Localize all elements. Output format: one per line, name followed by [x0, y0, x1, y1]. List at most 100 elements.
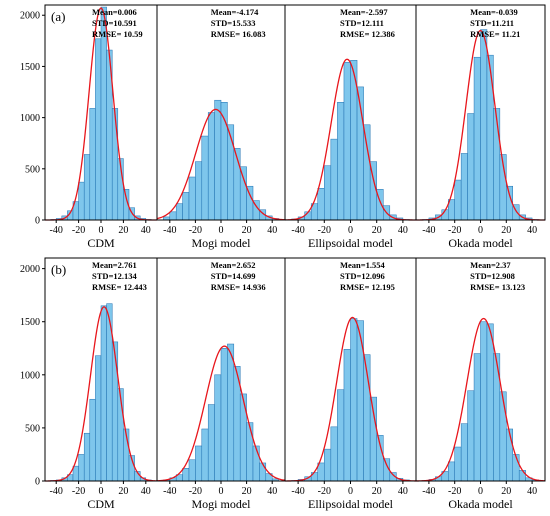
row2-panel1-bar-5 — [72, 465, 79, 482]
row2-ytick-label: 500 — [25, 423, 40, 434]
row1-panel1-bar-7 — [83, 154, 91, 221]
row2-panel1-bar-7 — [83, 432, 91, 482]
row2-panel2-mean-label: Mean=2.652 — [211, 260, 256, 270]
row1-panel4-bar-11 — [486, 54, 494, 221]
row2-panel3-mean-label: Mean=1.554 — [340, 260, 385, 270]
row1-panel2-normal-curve — [156, 108, 286, 221]
row2-panel1-bar-8 — [89, 398, 96, 482]
row1-ytick-label: 500 — [25, 164, 40, 175]
row1-panel4-normal-curve — [416, 29, 545, 221]
row2-panel3-rmse-label: RMSE= 12.195 — [340, 282, 395, 292]
row2-panel4-bar-13 — [499, 391, 507, 482]
row1-panel1-bar-9 — [95, 38, 102, 221]
row1-panel3-xtick-label: 20 — [372, 225, 382, 236]
row1-panel4-bar-12 — [493, 108, 501, 221]
row2-panel2-bar-8 — [207, 404, 215, 482]
row2-panel4-bar-16 — [518, 470, 526, 482]
row1-panel4-xtick-label: 0 — [478, 225, 483, 236]
row1-panel4-bar-9 — [473, 56, 481, 221]
row1-panel3-xtick-label: -20 — [318, 225, 331, 236]
row2-panel2-model-label: Mogi model — [192, 497, 252, 511]
row2-ytick-label: 1000 — [20, 370, 40, 381]
row2-panel1-bar-12 — [111, 341, 119, 482]
row1-panel4-xtick-label: -20 — [448, 225, 461, 236]
row1-panel3-normal-curve — [284, 58, 417, 221]
row2-panel2-bar-6 — [195, 445, 203, 482]
row2-panel4-normal-curve — [415, 317, 546, 482]
row1-panel3-bar-9 — [343, 62, 351, 221]
row1-panel1-xtick-label: 40 — [141, 225, 151, 236]
row1-ytick-label: 1000 — [20, 113, 40, 124]
row2-panel2-bar-10 — [220, 348, 228, 482]
row1-panel3-rmse-label: RMSE= 12.386 — [340, 29, 395, 39]
row2-panel4-bar-6 — [454, 446, 462, 482]
row1-panel4-bar-8 — [467, 113, 475, 221]
row2-panel3-bar-6 — [324, 448, 332, 482]
row2-panel4-bar-14 — [506, 428, 513, 482]
row2-panel1-bar-6 — [78, 454, 85, 482]
row1-panel4-xtick-label: -40 — [422, 225, 435, 236]
row2-panel1-rmse-label: RMSE= 12.443 — [92, 282, 147, 292]
row1-panel2-bar-13 — [239, 166, 247, 221]
row1-panel2-bar-5 — [188, 176, 196, 221]
row2-panel3-xtick-label: 20 — [372, 486, 382, 497]
row1-ytick-label: 0 — [35, 216, 40, 227]
row2-panel1-bar-10 — [100, 305, 107, 482]
row1-panel3-xtick-label: 0 — [348, 225, 353, 236]
row2-panel4-bar-5 — [448, 461, 455, 482]
row2-panel1-xtick-label: -40 — [50, 486, 63, 497]
row1-panel3-bar-6 — [324, 165, 332, 221]
row1-panel1-bar-12 — [111, 108, 119, 221]
row2-panel-label: (b) — [51, 262, 66, 277]
row2-panel4-xtick-label: -20 — [448, 486, 461, 497]
row2-panel3-bar-7 — [330, 426, 338, 482]
row2-panel3-xtick-label: -40 — [291, 486, 304, 497]
row1-panel2-xtick-label: -40 — [163, 225, 176, 236]
row2-panel4-bar-10 — [480, 321, 488, 482]
row2-panel3-bar-9 — [343, 349, 351, 482]
row2-panel2-bar-9 — [214, 374, 222, 482]
row1-panel2-xtick-label: 0 — [219, 225, 224, 236]
row2-panel1-xtick-label: 0 — [99, 486, 104, 497]
row1-panel4-mean-label: Mean=-0.039 — [470, 7, 518, 17]
row2-panel2-bar-11 — [227, 343, 235, 482]
row1-panel3-xtick-label: -40 — [291, 225, 304, 236]
row1-panel1-mean-label: Mean=0.006 — [92, 7, 137, 17]
row2-panel2-bar-15 — [252, 445, 260, 482]
row2-panel4-bar-11 — [486, 323, 494, 482]
row1-panel2-bar-7 — [201, 135, 209, 221]
row2-panel2-bar-14 — [246, 422, 254, 482]
row2-panel2-bar-16 — [259, 462, 267, 482]
row1-panel2-xtick-label: 40 — [267, 225, 277, 236]
row1-ytick-label: 2000 — [20, 11, 40, 22]
row2-panel2-std-label: STD=14.699 — [211, 271, 256, 281]
row2-panel3-xtick-label: -20 — [318, 486, 331, 497]
row1-panel2-bar-3 — [175, 203, 183, 221]
row1-panel1-xtick-label: 0 — [99, 225, 104, 236]
row2-panel3-std-label: STD=12.096 — [340, 271, 385, 281]
row2-panel2-rmse-label: RMSE= 14.936 — [211, 282, 266, 292]
row1-panel2-bar-14 — [246, 185, 254, 221]
row1-panel1-rmse-label: RMSE= 10.59 — [92, 29, 143, 39]
row2-panel3-bar-10 — [350, 318, 358, 482]
row1-panel2-model-label: Mogi model — [192, 236, 252, 250]
row1-panel2-rmse-label: RMSE= 16.083 — [211, 29, 266, 39]
row1-panel1-xtick-label: -40 — [50, 225, 63, 236]
row2-panel2-xtick-label: 0 — [219, 486, 224, 497]
row2-panel1-xtick-label: -20 — [72, 486, 85, 497]
row1-panel2-xtick-label: 20 — [242, 225, 252, 236]
row2-panel1-xtick-label: 40 — [141, 486, 151, 497]
row2-panel4-xtick-label: 20 — [501, 486, 511, 497]
row1-panel4-xtick-label: 40 — [527, 225, 537, 236]
row1-panel4-bar-7 — [460, 153, 468, 221]
row1-panel3-bar-5 — [317, 188, 325, 221]
row1-panel2-mean-label: Mean=-4.174 — [211, 7, 259, 17]
row2-panel2-normal-curve — [156, 345, 286, 482]
row1-panel2-bar-11 — [227, 124, 235, 221]
row1-panel2-bar-9 — [214, 99, 222, 221]
row1-panel4-model-label: Okada model — [448, 236, 513, 250]
row2-panel1-xtick-label: 20 — [118, 486, 128, 497]
row2-panel4-xtick-label: 0 — [478, 486, 483, 497]
row1-panel1-model-label: CDM — [87, 236, 115, 250]
